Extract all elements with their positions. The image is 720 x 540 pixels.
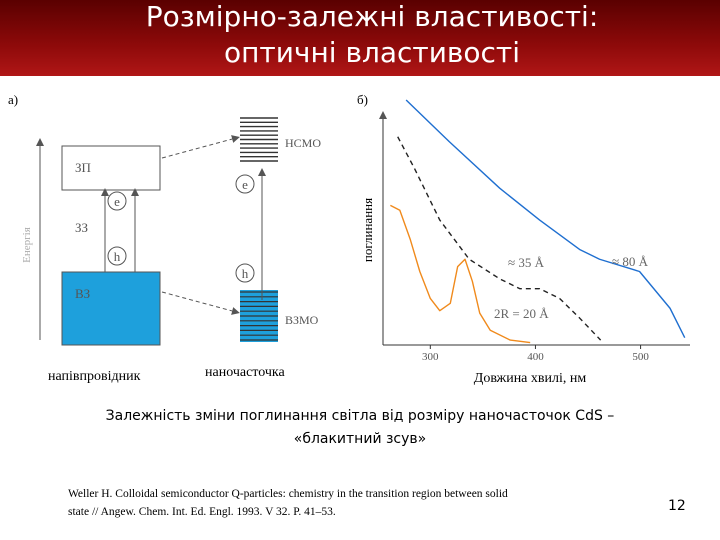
x-tick-label: 500 [632,351,649,363]
dashed-arrow [161,291,240,315]
energy-label: Енергія [21,227,33,263]
caption-label: напівпровідник [48,369,141,384]
electron [107,191,127,211]
caption-label: наночасточка [205,365,286,380]
valence-band [61,271,161,346]
dashed-arrow [161,135,240,159]
annotation: 2R = 20 Å [494,306,549,321]
series-line [397,136,602,341]
series-line [390,204,531,344]
hole [235,263,255,283]
x-tick-label: 300 [422,351,439,363]
hole [107,246,127,266]
panel-label: б) [357,92,368,107]
level-label: НСМО [285,136,321,150]
panel-label: а) [8,92,18,107]
band-diagram: а) Енергія ЗП ЗЗ ВЗ e h НСМО ВЗМО e h на… [8,92,321,384]
annotation: ≈ 35 Å [508,255,545,270]
electron [235,174,255,194]
x-axis-label: Довжина хвилі, нм [474,371,587,386]
caption: «блакитний зсув» [294,431,426,447]
level-label: ВЗМО [285,313,319,327]
absorption-chart: б) поглинання Довжина хвилі, нм 300 400 500 ≈ … [357,92,690,386]
y-axis-label: поглинання [360,198,375,262]
lumo-levels [240,117,278,162]
band-label: ВЗ [75,286,90,301]
electron-label: e [114,194,120,209]
header-band [0,0,720,76]
band-label: ЗП [75,160,91,175]
conduction-band [61,145,161,191]
homo-levels [240,290,278,342]
series-line [405,99,686,338]
page-number: 12 [668,498,686,514]
x-tick-label: 400 [527,351,544,363]
caption: Залежність зміни поглинання світла від р… [106,408,615,424]
band-label: ЗЗ [75,220,88,235]
reference: Weller H. Colloidal semiconductor Q-part… [68,488,508,500]
hole-label: h [242,266,249,281]
reference: state // Angew. Chem. Int. Ed. Engl. 199… [68,506,336,518]
title: Розмірно-залежні властивості: [146,0,599,33]
hole-label: h [114,249,121,264]
annotation: ≈ 80 Å [612,254,649,269]
title: оптичні властивості [224,36,520,69]
electron-label: e [242,177,248,192]
